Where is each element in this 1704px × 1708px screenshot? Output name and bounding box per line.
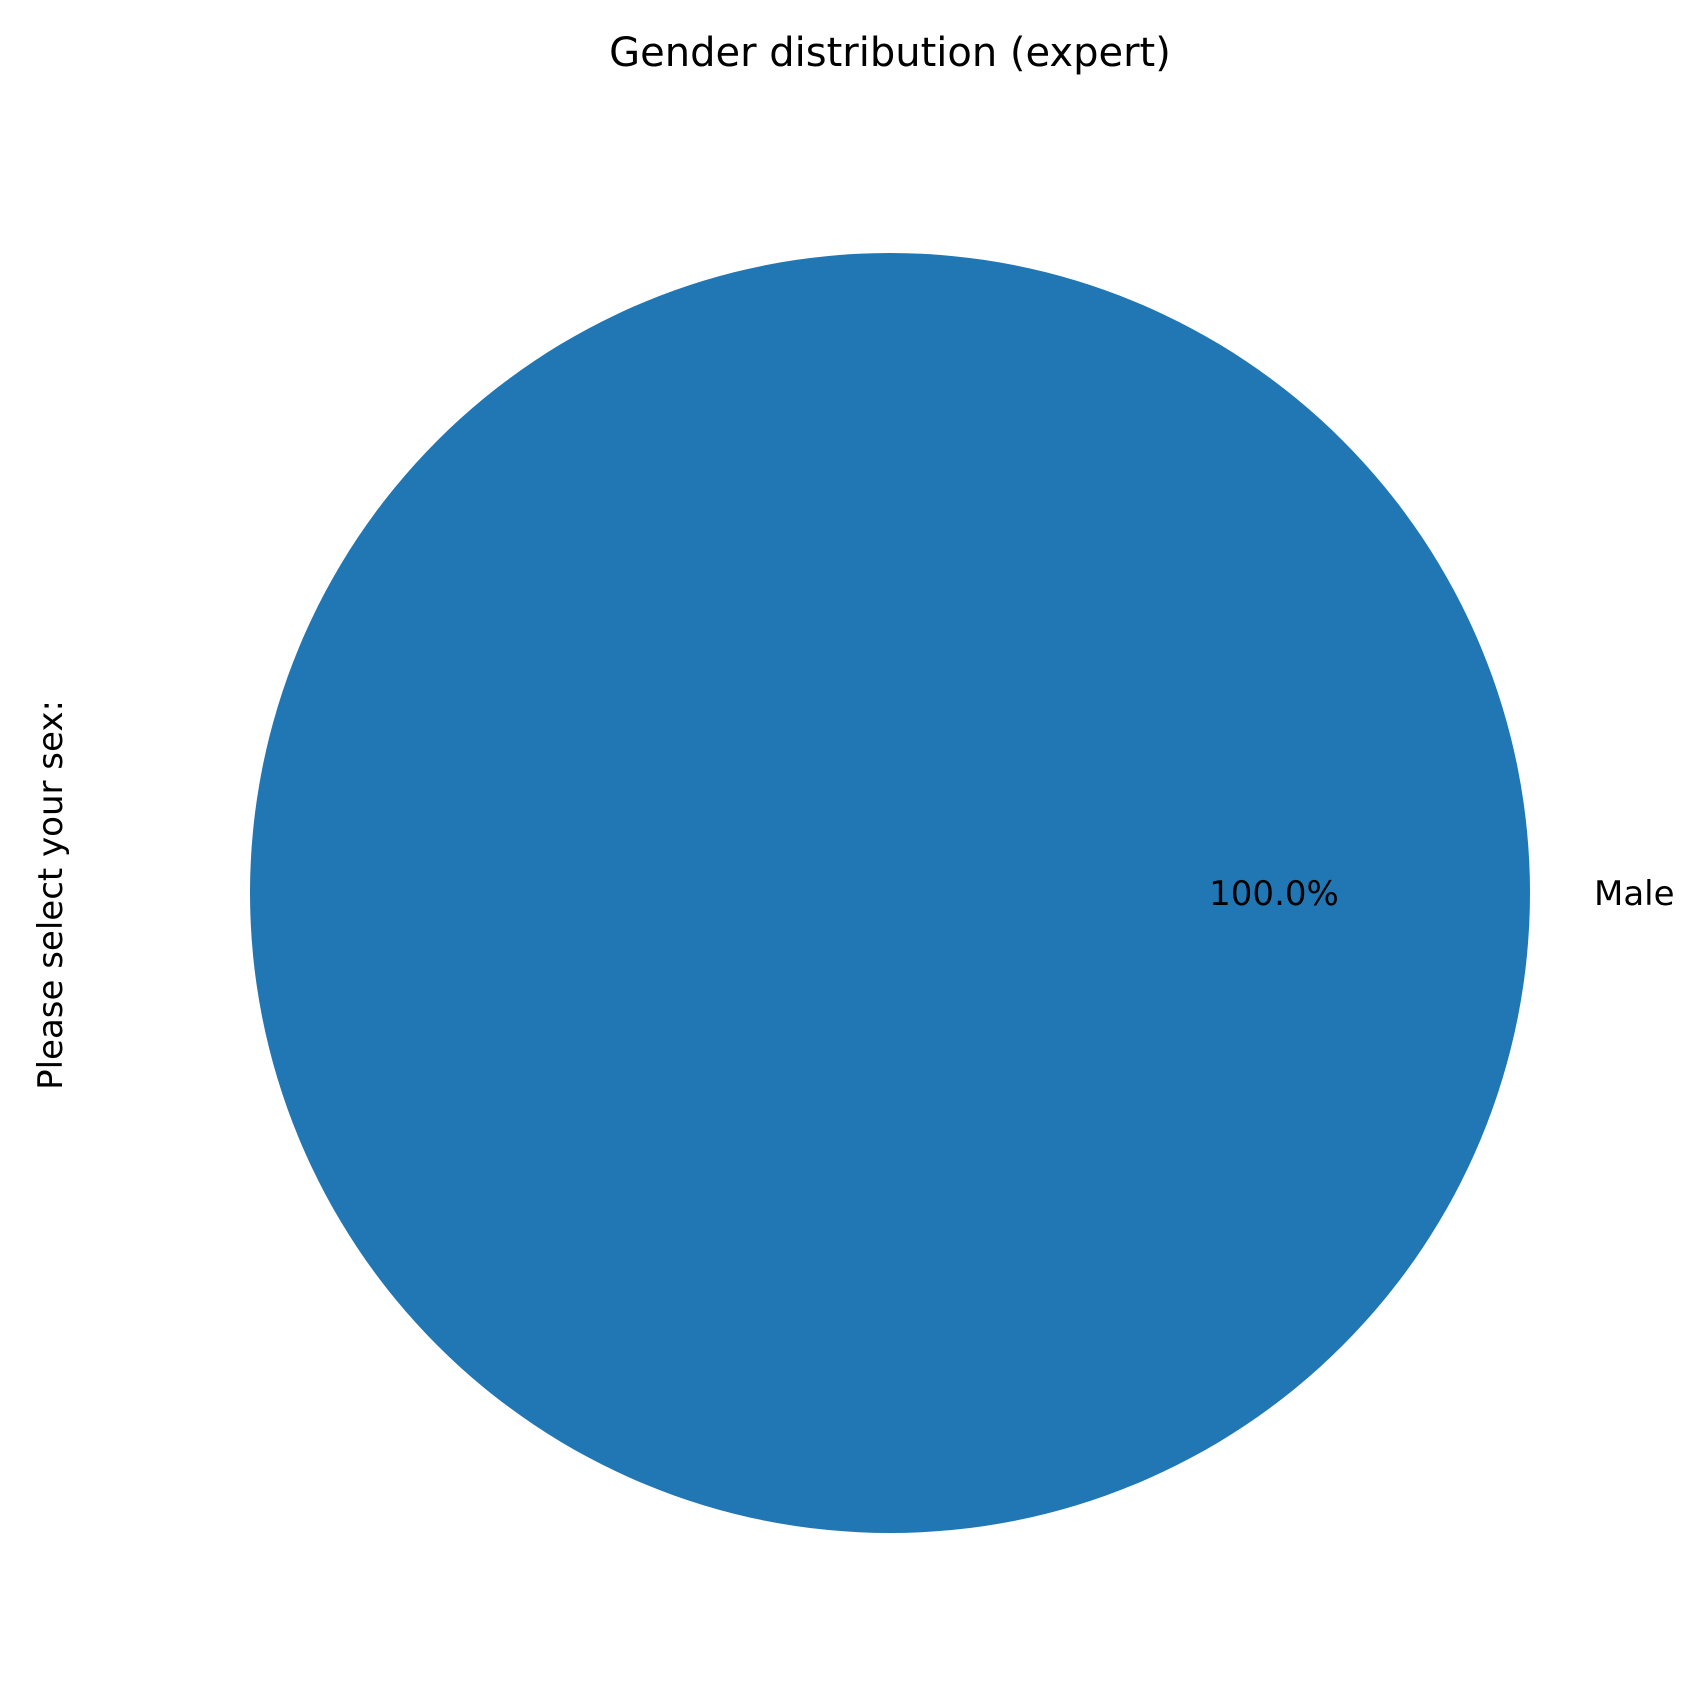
- pie-labels: Male 100.0%: [1209, 874, 1674, 914]
- pie-slice-male: [250, 253, 1530, 1533]
- chart-title: Gender distribution (expert): [609, 30, 1171, 76]
- slice-category-label: Male: [1594, 874, 1675, 914]
- pie-slices: [250, 253, 1530, 1533]
- y-axis-label: Please select your sex:: [31, 700, 71, 1090]
- slice-percent-label: 100.0%: [1209, 874, 1339, 914]
